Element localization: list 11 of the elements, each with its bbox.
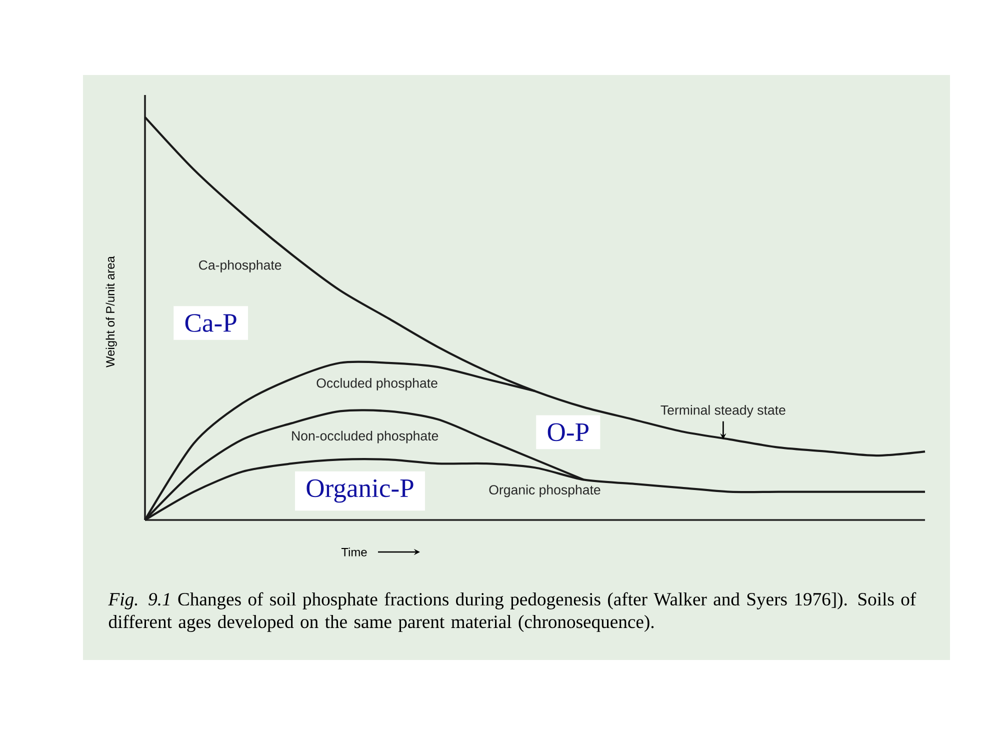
text: Fig. 9.1 Changes of soil phosphate fractions during pedogenesis (after Walker and Syers 1976]). Soils of different ages developed on the same parent material (chronosequence).: [108, 592, 916, 632]
annotation: Ca-phosphate: [199, 260, 282, 272]
annotation: Occluded phosphate: [316, 378, 438, 390]
annotation: Organic-P: [306, 479, 414, 503]
annotation: O-P: [548, 423, 588, 442]
x-axis-title: Time: [341, 548, 367, 556]
annotation: Non-occluded phosphate: [292, 430, 438, 444]
annotation: Terminal steady state: [660, 405, 786, 418]
annotation: Ca-P: [185, 314, 236, 332]
y-axis-title: Weight of P/unit area: [106, 256, 117, 368]
annotation: Organic phosphate: [489, 484, 600, 498]
